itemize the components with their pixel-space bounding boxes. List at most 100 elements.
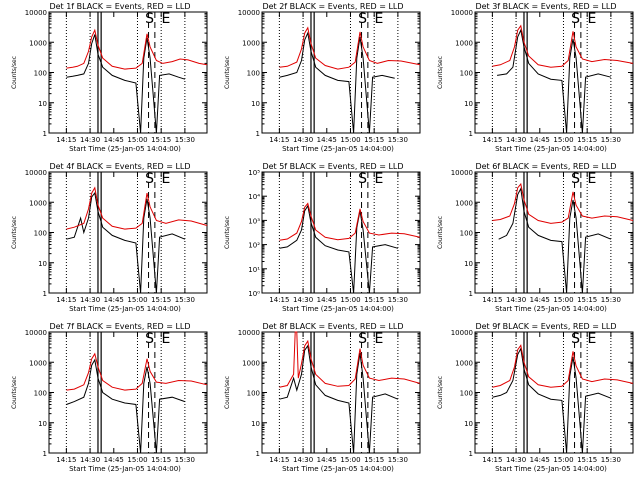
x-tick-label: 14:45 <box>530 456 550 464</box>
x-axis-label: Start Time (25-Jan-05 14:04:00) <box>495 465 607 473</box>
x-tick-label: 14:15 <box>482 136 502 144</box>
x-tick-label: 14:15 <box>269 296 289 304</box>
x-tick-label: 14:45 <box>104 296 124 304</box>
x-tick-label: 15:00 <box>127 136 147 144</box>
x-tick-label: 14:15 <box>56 296 76 304</box>
y-axis-label: Counts/sec <box>11 216 18 249</box>
y-tick-label: 10 <box>464 100 473 108</box>
y-tick-label: 10000 <box>238 329 260 337</box>
detector-panel-9: Det 9f BLACK = Events, RED = LLD 1 10 100 10… <box>437 322 634 473</box>
lld-series-line <box>279 331 421 388</box>
y-tick-label: 10000 <box>25 329 47 337</box>
panel-title: Det 7f BLACK = Events, RED = LLD <box>49 322 190 331</box>
y-tick-label: 10000 <box>25 169 47 177</box>
x-tick-label: 14:15 <box>56 136 76 144</box>
start-marker-label: S <box>358 331 367 347</box>
events-series-line <box>279 344 399 454</box>
x-tick-label: 15:30 <box>175 136 195 144</box>
detector-panel-8: Det 8f BLACK = Events, RED = LLD 1 10 100 10… <box>224 322 421 473</box>
y-tick-label: 10000 <box>451 329 473 337</box>
x-tick-label: 15:15 <box>364 456 384 464</box>
detector-panel-5: Det 5f BLACK = Events, RED = LLD 10⁰ 10¹ 10… <box>224 162 421 313</box>
x-tick-label: 15:30 <box>175 456 195 464</box>
x-tick-label: 15:30 <box>388 456 408 464</box>
x-tick-label: 14:45 <box>104 456 124 464</box>
y-tick-label: 10¹ <box>248 266 260 274</box>
y-tick-label: 10 <box>38 260 47 268</box>
detector-panel-2: Det 2f BLACK = Events, RED = LLD 1 10 100 10… <box>224 2 421 153</box>
lld-series-line <box>492 24 634 68</box>
y-tick-label: 1000 <box>242 39 260 47</box>
x-tick-label: 15:30 <box>388 296 408 304</box>
plot-frame <box>261 11 421 134</box>
y-tick-label: 1000 <box>242 359 260 367</box>
x-axis-label: Start Time (25-Jan-05 14:04:00) <box>69 465 181 473</box>
x-tick-label: 14:30 <box>80 136 100 144</box>
y-tick-label: 10000 <box>238 9 260 17</box>
x-tick-label: 14:30 <box>80 456 100 464</box>
x-tick-label: 14:15 <box>482 456 502 464</box>
events-series-line <box>497 28 612 134</box>
panel-title: Det 4f BLACK = Events, RED = LLD <box>49 162 190 171</box>
x-tick-label: 15:00 <box>340 296 360 304</box>
events-series-line <box>492 347 612 454</box>
y-tick-label: 1 <box>469 290 473 298</box>
y-tick-label: 10000 <box>451 9 473 17</box>
x-tick-label: 15:00 <box>553 456 573 464</box>
lld-series-line <box>492 344 634 388</box>
panel-title: Det 1f BLACK = Events, RED = LLD <box>49 2 190 11</box>
panel-title: Det 6f BLACK = Events, RED = LLD <box>475 162 616 171</box>
x-tick-label: 15:15 <box>577 296 597 304</box>
events-series-line <box>279 204 399 294</box>
y-tick-label: 100 <box>34 70 47 78</box>
y-tick-label: 100 <box>34 390 47 398</box>
plot-frame <box>474 11 634 134</box>
y-tick-label: 100 <box>460 390 473 398</box>
y-tick-label: 10 <box>251 420 260 428</box>
y-tick-label: 1 <box>256 450 260 458</box>
x-tick-label: 14:45 <box>530 136 550 144</box>
x-tick-label: 15:15 <box>364 296 384 304</box>
panel-title: Det 9f BLACK = Events, RED = LLD <box>475 322 616 331</box>
lld-series-line <box>492 182 634 224</box>
y-axis-label: Counts/sec <box>224 56 231 89</box>
y-tick-label: 1 <box>43 290 47 298</box>
y-axis-label: Counts/sec <box>11 56 18 89</box>
events-series-line <box>66 34 186 134</box>
y-tick-label: 100 <box>247 70 260 78</box>
events-series-line <box>498 187 612 294</box>
detector-panel-4: Det 4f BLACK = Events, RED = LLD 1 10 100 10… <box>11 162 208 313</box>
y-tick-label: 1 <box>43 130 47 138</box>
plot-frame <box>261 171 421 294</box>
x-tick-label: 15:30 <box>175 296 195 304</box>
x-axis-label: Start Time (25-Jan-05 14:04:00) <box>282 305 394 313</box>
y-tick-label: 10000 <box>451 169 473 177</box>
x-tick-label: 15:00 <box>127 456 147 464</box>
y-tick-label: 10⁰ <box>248 290 260 298</box>
x-tick-label: 15:15 <box>577 136 597 144</box>
start-marker-label: S <box>571 11 580 27</box>
end-marker-label: E <box>587 331 596 347</box>
x-tick-label: 14:30 <box>293 296 313 304</box>
x-tick-label: 14:30 <box>293 456 313 464</box>
start-marker-label: S <box>145 11 154 27</box>
end-marker-label: E <box>161 171 170 187</box>
lld-series-line <box>279 202 421 241</box>
plot-frame <box>48 171 208 294</box>
y-tick-label: 10 <box>38 100 47 108</box>
events-series-line <box>66 358 186 454</box>
plot-frame <box>48 331 208 454</box>
y-tick-label: 1000 <box>455 199 473 207</box>
x-tick-label: 14:15 <box>269 456 289 464</box>
x-tick-label: 14:30 <box>506 456 526 464</box>
y-tick-label: 1000 <box>29 199 47 207</box>
x-tick-label: 15:00 <box>340 456 360 464</box>
x-tick-label: 15:00 <box>340 136 360 144</box>
x-tick-label: 14:45 <box>530 296 550 304</box>
detector-panel-7: Det 7f BLACK = Events, RED = LLD 1 10 100 10… <box>11 322 208 473</box>
detector-panel-1: Det 1f BLACK = Events, RED = LLD 1 10 100 10… <box>11 2 208 153</box>
events-series-line <box>279 31 395 134</box>
y-tick-label: 1000 <box>455 39 473 47</box>
